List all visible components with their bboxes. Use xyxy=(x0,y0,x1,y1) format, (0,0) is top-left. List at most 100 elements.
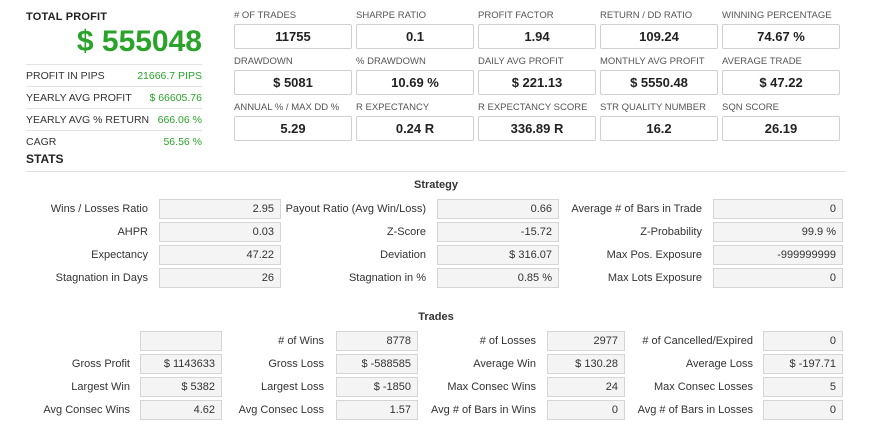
trades-label: Avg Consec Loss xyxy=(238,404,324,416)
metric-label: MONTHLY AVG PROFIT xyxy=(600,56,705,67)
summary-row: YEARLY AVG PROFIT $ 66605.76 xyxy=(26,86,202,108)
trades-value: $ 5382 xyxy=(140,377,222,397)
metric-label: SHARPE RATIO xyxy=(356,10,427,21)
summary-row-value: 666.06 % xyxy=(157,113,202,126)
trades-value: 5 xyxy=(763,377,843,397)
metric-value: 109.24 xyxy=(600,24,718,49)
trades-label: Max Consec Wins xyxy=(447,381,536,393)
metric-value: 10.69 % xyxy=(356,70,474,95)
trades-label: Avg # of Bars in Losses xyxy=(637,404,753,416)
summary-rows: PROFIT IN PIPS 21666.7 PIPS YEARLY AVG P… xyxy=(26,64,202,152)
metric-value: $ 5550.48 xyxy=(600,70,718,95)
metric-value: 0.24 R xyxy=(356,116,474,141)
summary-row: CAGR 56.56 % xyxy=(26,130,202,152)
strategy-label: Expectancy xyxy=(91,249,148,261)
metric-value: 0.1 xyxy=(356,24,474,49)
strategy-label: Wins / Losses Ratio xyxy=(50,203,148,215)
metric-value: 26.19 xyxy=(722,116,840,141)
metric-label: DRAWDOWN xyxy=(234,56,293,67)
strategy-label: Stagnation in % xyxy=(348,272,426,284)
strategy-value: -15.72 xyxy=(437,222,559,242)
metric-str-quality-number: STR QUALITY NUMBER 16.2 xyxy=(600,102,718,141)
metric-label: R EXPECTANCY xyxy=(356,102,430,113)
metric-profit-factor: PROFIT FACTOR 1.94 xyxy=(478,10,596,49)
metric-label: R EXPECTANCY SCORE xyxy=(478,102,588,113)
metric-label: RETURN / DD RATIO xyxy=(600,10,693,21)
metric-percent-drawdown: % DRAWDOWN 10.69 % xyxy=(356,56,474,95)
trades-value: $ -197.71 xyxy=(763,354,843,374)
metric-value: $ 47.22 xyxy=(722,70,840,95)
trades-value: $ 130.28 xyxy=(547,354,625,374)
trades-label: # of Wins xyxy=(278,335,324,347)
trades-label: Max Consec Losses xyxy=(653,381,753,393)
trades-value: 0 xyxy=(763,400,843,420)
strategy-value: 2.95 xyxy=(159,199,281,219)
strategy-value: 0.66 xyxy=(437,199,559,219)
summary-row: PROFIT IN PIPS 21666.7 PIPS xyxy=(26,64,202,86)
trades-value: $ -1850 xyxy=(336,377,418,397)
metric-annual-max-dd: ANNUAL % / MAX DD % 5.29 xyxy=(234,102,352,141)
metric-label: DAILY AVG PROFIT xyxy=(478,56,564,67)
strategy-value: 0 xyxy=(713,268,843,288)
strategy-value: 26 xyxy=(159,268,281,288)
summary-row-value: $ 66605.76 xyxy=(149,91,202,104)
metric-label: % DRAWDOWN xyxy=(356,56,426,67)
strategy-section-title: Strategy xyxy=(413,179,459,191)
stats-divider xyxy=(26,171,846,172)
trades-value: 0 xyxy=(763,331,843,351)
metric-label: SQN SCORE xyxy=(722,102,780,113)
trades-label xyxy=(0,331,130,351)
strategy-value: 0 xyxy=(713,199,843,219)
trades-label: Largest Win xyxy=(71,381,130,393)
strategy-label: Max Lots Exposure xyxy=(607,272,702,284)
strategy-label: Payout Ratio (Avg Win/Loss) xyxy=(285,203,426,215)
trades-value xyxy=(140,331,222,351)
trades-label: Largest Loss xyxy=(261,381,324,393)
trades-value: 0 xyxy=(547,400,625,420)
trades-value: 8778 xyxy=(336,331,418,351)
trades-section-title: Trades xyxy=(418,311,454,323)
metric-label: WINNING PERCENTAGE xyxy=(722,10,832,21)
summary-row-label: YEARLY AVG % RETURN xyxy=(26,113,150,126)
trades-label: Average Loss xyxy=(685,358,753,370)
trades-label: # of Losses xyxy=(479,335,536,347)
trades-label: # of Cancelled/Expired xyxy=(642,335,753,347)
summary-row-label: YEARLY AVG PROFIT xyxy=(26,91,132,104)
summary-row-value: 21666.7 PIPS xyxy=(137,69,202,82)
metric-winning-percentage: WINNING PERCENTAGE 74.67 % xyxy=(722,10,840,49)
trades-label: Average Win xyxy=(473,358,536,370)
total-profit-panel: TOTAL PROFIT $ 555048 PROFIT IN PIPS 216… xyxy=(26,11,202,148)
metric-value: 74.67 % xyxy=(722,24,840,49)
metric-value: 11755 xyxy=(234,24,352,49)
trades-label: Avg Consec Wins xyxy=(43,404,130,416)
metric-r-expectancy-score: R EXPECTANCY SCORE 336.89 R xyxy=(478,102,596,141)
trades-value: 1.57 xyxy=(336,400,418,420)
summary-row-label: CAGR xyxy=(26,135,57,148)
strategy-label: Z-Score xyxy=(386,226,426,238)
metric-number-of-trades: # OF TRADES 11755 xyxy=(234,10,352,49)
strategy-label: Stagnation in Days xyxy=(55,272,148,284)
trades-label: Gross Profit xyxy=(71,358,130,370)
strategy-label: Max Pos. Exposure xyxy=(606,249,702,261)
strategy-value: $ 316.07 xyxy=(437,245,559,265)
metric-average-trade: AVERAGE TRADE $ 47.22 xyxy=(722,56,840,95)
metric-return-dd-ratio: RETURN / DD RATIO 109.24 xyxy=(600,10,718,49)
trades-value: $ 1143633 xyxy=(140,354,222,374)
total-profit-label: TOTAL PROFIT xyxy=(26,11,108,23)
trades-value: 2977 xyxy=(547,331,625,351)
trades-value: 24 xyxy=(547,377,625,397)
metric-value: 5.29 xyxy=(234,116,352,141)
total-profit-value: $ 555048 xyxy=(76,25,202,58)
stats-title: STATS xyxy=(26,152,64,166)
metric-sqn-score: SQN SCORE 26.19 xyxy=(722,102,840,141)
strategy-value: 47.22 xyxy=(159,245,281,265)
metric-label: STR QUALITY NUMBER xyxy=(600,102,706,113)
metric-sharpe-ratio: SHARPE RATIO 0.1 xyxy=(356,10,474,49)
trades-label: Gross Loss xyxy=(268,358,324,370)
metric-label: PROFIT FACTOR xyxy=(478,10,554,21)
metric-drawdown: DRAWDOWN $ 5081 xyxy=(234,56,352,95)
metric-daily-avg-profit: DAILY AVG PROFIT $ 221.13 xyxy=(478,56,596,95)
metric-value: 16.2 xyxy=(600,116,718,141)
trades-value: $ -588585 xyxy=(336,354,418,374)
trades-label: Avg # of Bars in Wins xyxy=(431,404,536,416)
